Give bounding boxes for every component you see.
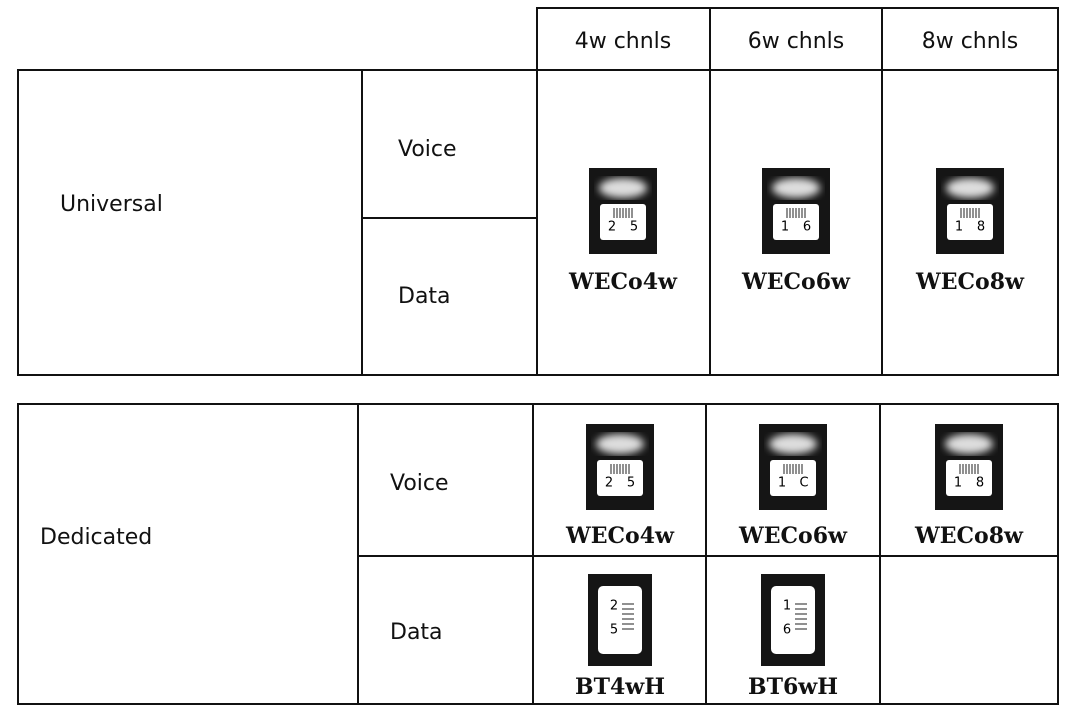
- row-label: Voice: [398, 137, 457, 162]
- row-label: Data: [390, 620, 443, 645]
- row-label: Data: [398, 284, 451, 309]
- jack-body: [600, 204, 646, 240]
- jack-pin: 2: [608, 220, 616, 235]
- jack-name: WECo8w: [914, 523, 1024, 549]
- jack-body: [947, 204, 993, 240]
- jack-name: WECo4w: [565, 523, 675, 549]
- jack-pin: 6: [783, 623, 791, 638]
- jack-pin: 6: [803, 220, 811, 235]
- column-header: 6w chnls: [748, 29, 845, 54]
- jack-pin: 2: [610, 599, 618, 614]
- jack-name: WECo8w: [915, 269, 1025, 295]
- universal-table: Universal Voice Data: [17, 69, 1059, 376]
- jack-pin: C: [799, 476, 808, 491]
- jack-body: [770, 460, 816, 496]
- table-border: [17, 403, 1059, 705]
- jack-name: WECo6w: [741, 269, 851, 295]
- row-label: Dedicated: [40, 525, 152, 550]
- row-label: Universal: [60, 192, 163, 217]
- jack-name: BT4wH: [575, 674, 665, 700]
- dedicated-table: Dedicated Voice Data: [17, 403, 1059, 705]
- jack-body: [773, 204, 819, 240]
- jack-body: [598, 586, 642, 654]
- jack-pin: 1: [781, 220, 789, 235]
- column-header: 4w chnls: [575, 29, 672, 54]
- jack-name: WECo6w: [738, 523, 848, 549]
- jack-pin: 1: [783, 599, 791, 614]
- jack-body: [946, 460, 992, 496]
- jack-pin: 2: [605, 476, 613, 491]
- jack-glare: [596, 434, 644, 454]
- jack-body: [771, 586, 815, 654]
- jack-pin: 8: [977, 220, 985, 235]
- column-header: 8w chnls: [922, 29, 1019, 54]
- jack-glare: [772, 178, 820, 198]
- header: 4w chnls 6w chnls 8w chnls: [536, 7, 1059, 71]
- jack-pin: 1: [955, 220, 963, 235]
- jack-pin: 5: [630, 220, 638, 235]
- row-label: Voice: [390, 471, 449, 496]
- jack-name: WECo4w: [568, 269, 678, 295]
- jack-name: BT6wH: [748, 674, 838, 700]
- jack-pin: 1: [954, 476, 962, 491]
- jack-pin: 5: [627, 476, 635, 491]
- jack-pin: 1: [778, 476, 786, 491]
- jack-glare: [599, 178, 647, 198]
- jack-pin: 5: [610, 623, 618, 638]
- jack-body: [597, 460, 643, 496]
- jack-glare: [769, 434, 817, 454]
- jack-glare: [946, 178, 994, 198]
- jack-glare: [945, 434, 993, 454]
- jack-pin: 8: [976, 476, 984, 491]
